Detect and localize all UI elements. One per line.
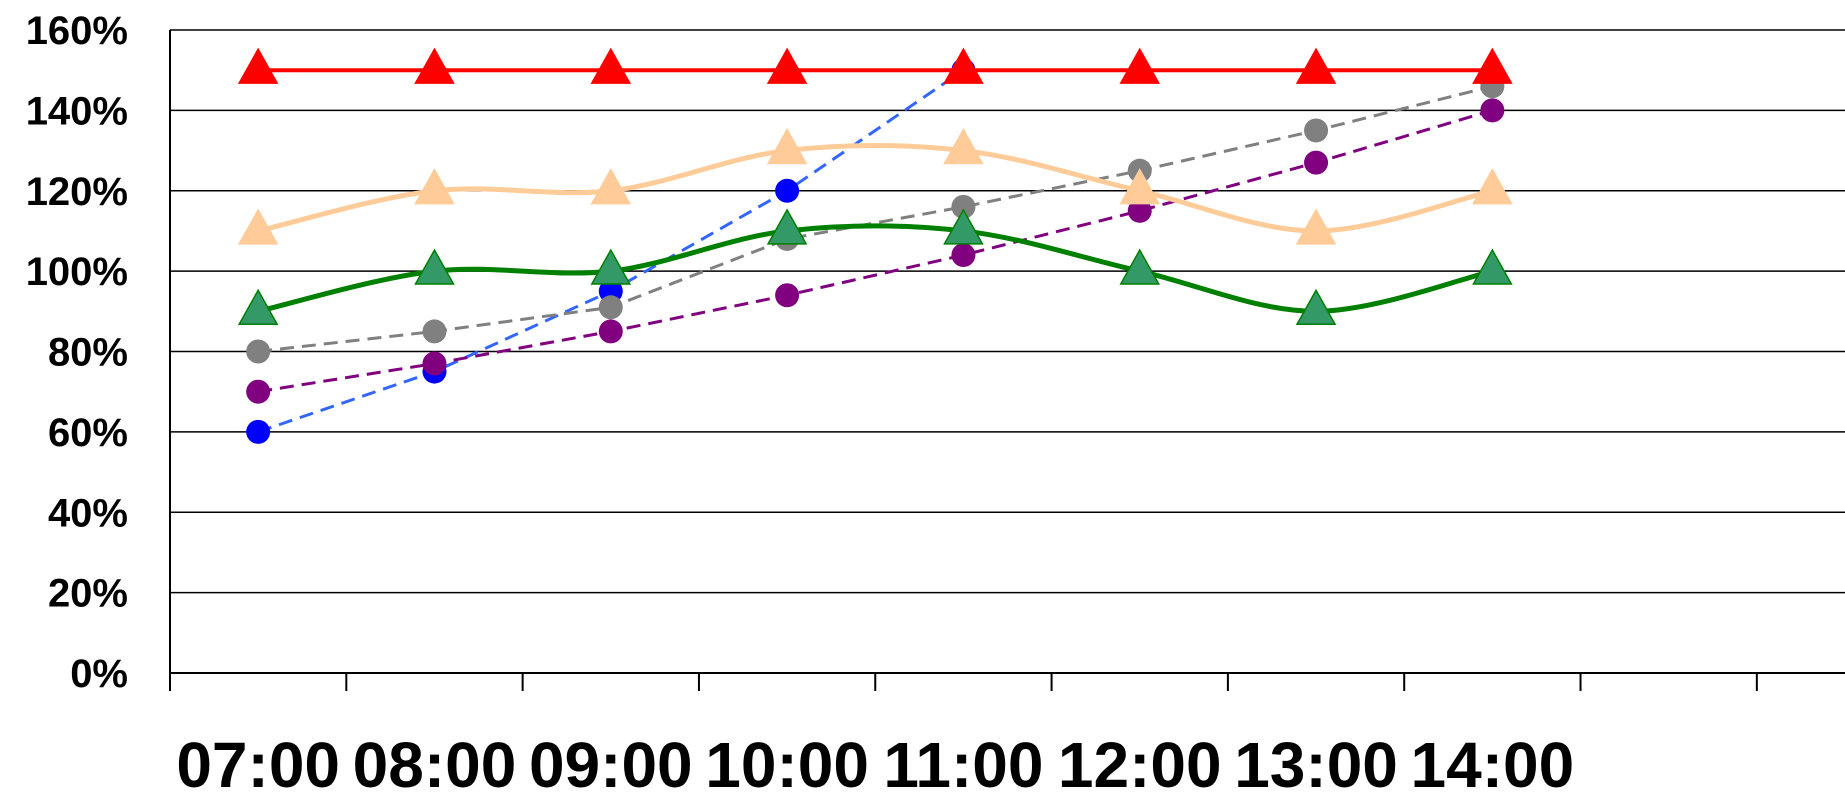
data-point	[943, 47, 984, 84]
data-point	[237, 288, 279, 325]
data-point	[1295, 208, 1337, 245]
data-point	[1304, 118, 1329, 143]
data-point	[943, 208, 984, 245]
series-1	[237, 127, 1513, 245]
y-tick-label: 160%	[26, 9, 128, 53]
gridlines	[170, 29, 1845, 674]
data-point	[1480, 98, 1505, 123]
x-tick-label: 10:00	[705, 729, 869, 793]
data-point	[590, 248, 632, 285]
data-point	[1472, 47, 1513, 84]
data-point	[1127, 198, 1152, 223]
data-point	[246, 339, 271, 364]
data-point	[1295, 47, 1337, 84]
data-point	[414, 248, 455, 285]
data-point	[766, 127, 808, 165]
x-tick-label: 07:00	[176, 729, 340, 793]
data-point	[1472, 248, 1513, 285]
data-point	[598, 295, 623, 320]
data-point	[1472, 168, 1513, 205]
x-tick-labels: 07:00 08:00 09:00 10:00 11:00 12:00 13:00 14:00	[176, 729, 1574, 793]
x-tick-label: 13:00	[1234, 729, 1398, 793]
series-group	[237, 47, 1513, 444]
data-point	[943, 127, 984, 165]
data-point	[590, 47, 632, 84]
data-point	[766, 208, 808, 245]
data-point	[766, 47, 808, 84]
y-tick-labels: 0% 20% 40% 60% 80% 100% 120% 140% 160%	[26, 9, 128, 696]
data-point	[951, 243, 976, 268]
series-2	[237, 208, 1513, 325]
data-point	[414, 168, 455, 205]
y-tick-label: 0%	[70, 652, 128, 696]
data-point	[1304, 150, 1329, 175]
y-tick-label: 100%	[26, 250, 128, 294]
x-tick-label: 11:00	[883, 729, 1043, 793]
series-line	[257, 223, 1493, 314]
data-point	[775, 283, 800, 308]
series-line	[257, 143, 1493, 234]
data-point	[414, 47, 455, 84]
x-tick-label: 14:00	[1411, 729, 1575, 793]
data-point	[422, 351, 447, 376]
series-5	[246, 98, 1505, 404]
data-point	[590, 168, 632, 205]
data-point	[422, 319, 447, 344]
series-line	[257, 108, 1493, 394]
y-tick-label: 80%	[48, 331, 128, 375]
y-tick-label: 40%	[48, 491, 128, 535]
x-tick-label: 08:00	[353, 729, 517, 793]
y-tick-label: 60%	[48, 411, 128, 455]
y-tick-label: 20%	[48, 572, 128, 616]
axes	[169, 30, 1845, 691]
y-tick-label: 140%	[26, 89, 128, 133]
series-line	[257, 84, 1493, 353]
data-point	[1119, 248, 1161, 285]
data-point	[951, 194, 976, 219]
data-point	[246, 379, 271, 404]
data-point	[1119, 168, 1161, 205]
x-tick-label: 09:00	[529, 729, 693, 793]
x-tick-label: 12:00	[1058, 729, 1222, 793]
data-point	[598, 319, 623, 344]
data-point	[237, 47, 279, 84]
y-tick-label: 120%	[26, 170, 128, 214]
data-point	[1119, 47, 1161, 84]
series-0	[237, 47, 1513, 84]
data-point	[237, 208, 279, 245]
data-point	[246, 419, 271, 444]
data-point	[1295, 288, 1337, 325]
data-point	[775, 178, 800, 203]
